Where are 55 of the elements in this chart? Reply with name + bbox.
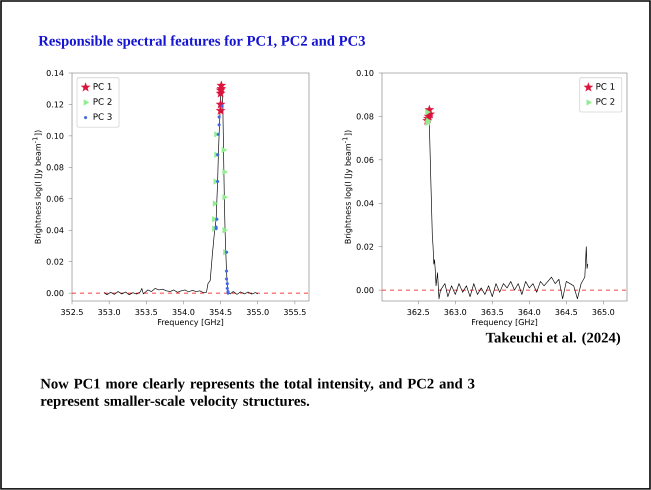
text: Now PC1 more clearly represents the total intensity, and PC2 and 3 represent smaller-scale velocity structures.: [40, 378, 474, 409]
x-tick-label: 354.0: [172, 309, 194, 316]
point: [222, 227, 228, 234]
x-tick-label: 363.0: [444, 309, 466, 316]
x-tick-label: 355.0: [246, 309, 269, 316]
legend-label: PC 2: [596, 98, 614, 105]
point: [224, 277, 228, 281]
x-tick-label: 364.5: [555, 309, 578, 316]
x-tick-label: 364.0: [518, 309, 540, 316]
y-axis-title: Brightness log(I [Jy beam$^{-1}$]): [342, 130, 352, 244]
chart-title: Responsible spectral features for PC1, PC2 and PC3: [38, 35, 366, 49]
point: [218, 115, 221, 119]
y-tick-label: 0.02: [46, 258, 64, 265]
y-tick-label: 0.00: [46, 290, 64, 296]
y-tick-label: 0.14: [46, 70, 64, 76]
point: [224, 270, 228, 273]
point: [226, 282, 229, 286]
x-axis-title: Frequency [GHz]: [472, 318, 538, 327]
point: [216, 106, 226, 115]
legend-label: PC 1: [596, 83, 614, 90]
y-tick-label: 0.10: [356, 70, 374, 76]
x-tick-label: 365.0: [592, 309, 614, 316]
x-axis-title: Frequency [GHz]: [158, 318, 224, 327]
point: [216, 132, 220, 136]
y-tick-label: 0.06: [46, 196, 64, 202]
y-tick-label: 0.04: [356, 200, 374, 206]
point: [222, 168, 228, 176]
point: [215, 218, 218, 221]
legend-label: PC 2: [94, 98, 112, 105]
y-tick-label: 0.10: [46, 132, 64, 139]
y-tick-label: 0.08: [46, 164, 64, 170]
point: [218, 123, 221, 126]
point: [222, 194, 228, 200]
y-tick-label: 0.00: [356, 287, 374, 294]
text: Takeuchi et al. (2024): [486, 332, 620, 346]
y-axis-title: Brightness log(I [Jy beam$^{-1}$]): [32, 130, 42, 244]
y-tick-label: 0.06: [356, 156, 374, 163]
point: [222, 146, 228, 154]
legend-label: PC 3: [94, 113, 112, 120]
point: [220, 104, 224, 108]
y-tick-label: 0.02: [356, 244, 374, 250]
x-tick-label: 355.5: [284, 309, 306, 316]
x-tick-label: 362.5: [407, 309, 430, 316]
x-tick-label: 352.5: [61, 309, 83, 316]
point: [216, 180, 220, 184]
y-tick-label: 0.08: [356, 113, 374, 120]
x-tick-label: 354.5: [210, 309, 232, 316]
y-tick-label: 0.12: [46, 101, 64, 108]
x-tick-label: 353.5: [135, 309, 158, 316]
legend-label: PC 1: [94, 83, 112, 90]
y-tick-label: 0.04: [46, 227, 64, 234]
x-tick-label: 363.5: [481, 309, 504, 316]
point: [212, 200, 218, 207]
x-tick-label: 353.0: [98, 309, 120, 316]
point: [226, 286, 229, 290]
